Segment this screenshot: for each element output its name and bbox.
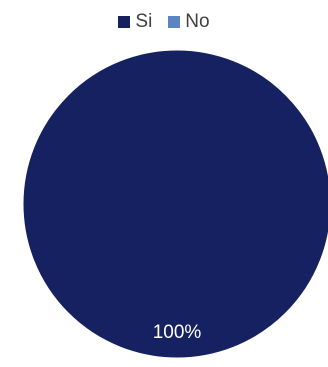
legend-item-no: No (168, 9, 210, 35)
pie-slice-si (22, 49, 328, 359)
legend-swatch-si (118, 16, 131, 28)
data-label-si: 100% (153, 322, 202, 343)
legend-label-no: No (185, 11, 210, 32)
chart-legend: Si No (0, 9, 328, 35)
legend-item-si: Si (118, 9, 152, 35)
legend-label-si: Si (135, 11, 153, 32)
legend-swatch-no (168, 16, 181, 28)
